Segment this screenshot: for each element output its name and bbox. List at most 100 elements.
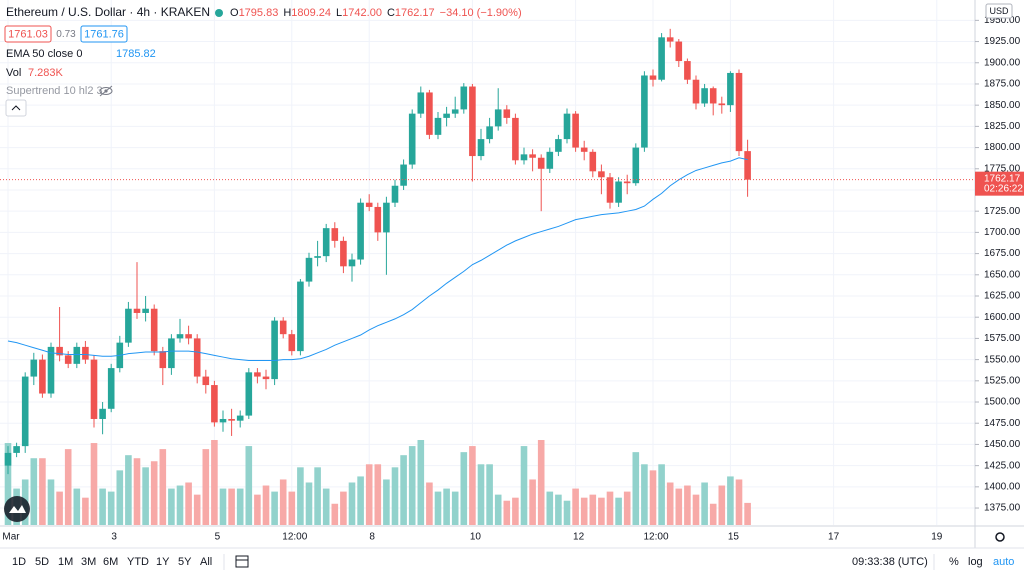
candle-body (82, 346, 89, 360)
candle-body (417, 92, 425, 114)
ask-price[interactable]: 1761.76 (84, 28, 124, 40)
candle-body (133, 308, 141, 313)
candle-body (4, 452, 12, 466)
candle-body (305, 257, 313, 282)
scale-option[interactable]: log (968, 556, 983, 568)
y-tick-label: 1950.00 (984, 15, 1021, 26)
candle-body (13, 446, 20, 453)
candle-body (675, 41, 683, 62)
volume-bar (348, 482, 356, 525)
volume-bar (408, 446, 416, 525)
range-button[interactable]: 6M (103, 556, 118, 568)
y-tick-label: 1375.00 (984, 503, 1021, 514)
volume-bar (503, 500, 511, 525)
logo[interactable] (4, 496, 30, 522)
volume-bar (675, 488, 683, 525)
volume-bar (598, 497, 605, 525)
volume-bar (64, 449, 72, 525)
candle-body (649, 75, 657, 80)
volume-bar (512, 497, 519, 525)
volume-bar (90, 443, 98, 525)
candle-body (279, 320, 287, 335)
volume-bar (537, 440, 545, 525)
candle-body (348, 259, 356, 267)
volume-bar (211, 440, 218, 525)
sell-button[interactable] (4, 25, 52, 43)
volume-bar (271, 491, 278, 525)
candle-body (580, 147, 588, 152)
visibility-icon[interactable] (99, 85, 113, 97)
volume-bar (417, 440, 425, 525)
y-tick-label: 1400.00 (984, 481, 1021, 492)
range-button[interactable]: YTD (127, 556, 149, 568)
candle-body (512, 117, 519, 161)
candle-body (64, 355, 72, 364)
volume-bar (391, 467, 399, 525)
volume-bar (589, 494, 597, 525)
candle-body (99, 408, 106, 419)
settings-button[interactable] (995, 532, 1005, 542)
volume-bar (357, 476, 364, 525)
y-tick-label: 1850.00 (984, 100, 1021, 111)
candle-body (107, 368, 115, 409)
volume-bar (305, 482, 313, 525)
goto-date-button[interactable] (235, 555, 249, 568)
collapse-legend[interactable] (5, 99, 27, 117)
candle-body (632, 147, 640, 184)
y-tick-label: 1625.00 (984, 291, 1021, 302)
range-button[interactable]: 3M (81, 556, 96, 568)
scale-option[interactable]: % (949, 556, 959, 568)
range-button[interactable]: 5D (35, 556, 49, 568)
volume-bar (228, 488, 235, 525)
y-tick-label: 1425.00 (984, 460, 1021, 471)
volume-bar (520, 446, 528, 525)
volume-bar (133, 458, 141, 525)
currency-badge[interactable] (985, 3, 1013, 19)
volume-bar (563, 500, 571, 525)
candle-body (701, 88, 708, 104)
volume-bar (623, 491, 631, 525)
y-tick-label: 1675.00 (984, 248, 1021, 259)
range-button[interactable]: 1M (58, 556, 73, 568)
buy-button[interactable] (80, 25, 128, 43)
x-tick-label: 12:00 (643, 532, 668, 543)
volume-bar (374, 464, 382, 525)
scale-option[interactable]: auto (993, 556, 1014, 568)
candle-body (434, 117, 442, 135)
volume-bar (443, 488, 450, 525)
x-tick-label: Mar (2, 532, 20, 543)
candle-body (142, 308, 149, 313)
last-price-label: 1762.17 (984, 173, 1021, 184)
bid-price[interactable]: 1761.03 (8, 28, 48, 40)
candle-body (503, 109, 511, 118)
y-tick-label: 1925.00 (984, 36, 1021, 47)
x-tick-label: 5 (215, 532, 221, 543)
currency-label[interactable]: USD (989, 6, 1009, 16)
candle-body (460, 86, 468, 110)
y-tick-label: 1650.00 (984, 269, 1021, 280)
y-tick-label: 1775.00 (984, 163, 1021, 174)
volume-bar (56, 491, 63, 525)
range-button[interactable]: All (200, 556, 212, 568)
x-tick-label: 19 (931, 532, 943, 543)
ohlc-value: 1795.83 (239, 7, 279, 19)
volume-bar (245, 446, 253, 525)
range-button[interactable]: 5Y (178, 556, 192, 568)
y-tick-label: 1575.00 (984, 333, 1021, 344)
volume-bar (451, 491, 459, 525)
volume-bar (193, 494, 201, 525)
volume-bar (279, 479, 287, 525)
x-tick-label: 8 (369, 532, 375, 543)
candle-body (288, 334, 296, 352)
volume-bar (572, 488, 579, 525)
range-button[interactable]: 1Y (156, 556, 170, 568)
volume-bar (701, 482, 708, 525)
volume-bar (297, 467, 304, 525)
range-button[interactable]: 1D (12, 556, 26, 568)
volume-bar (692, 494, 700, 525)
candle-body (374, 206, 382, 233)
clock[interactable]: 09:33:38 (UTC) (852, 556, 928, 568)
volume-bar (383, 479, 390, 525)
candle-body (692, 79, 700, 104)
